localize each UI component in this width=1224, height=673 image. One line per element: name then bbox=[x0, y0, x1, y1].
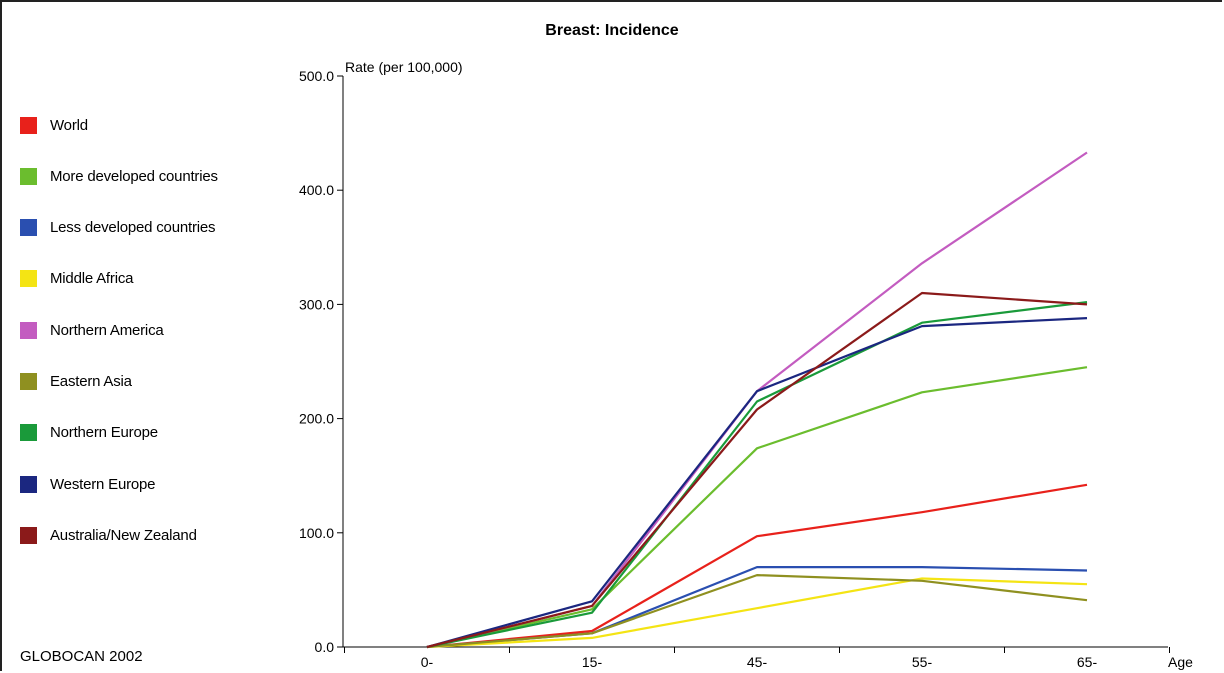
legend-label: Northern Europe bbox=[50, 424, 158, 442]
legend-label: World bbox=[50, 116, 88, 134]
legend-label: Eastern Asia bbox=[50, 373, 132, 390]
legend-label: Less developed countries bbox=[50, 219, 216, 237]
series-line bbox=[426, 366, 1088, 649]
y-tick-label: 100.0 bbox=[299, 525, 334, 541]
series-line bbox=[426, 151, 1088, 649]
legend-label: More developed countries bbox=[50, 167, 218, 185]
legend-label: Northern America bbox=[50, 321, 164, 339]
x-axis-label: Age bbox=[1168, 654, 1193, 670]
y-tick-label: 500.0 bbox=[299, 68, 334, 84]
legend-swatch bbox=[20, 373, 37, 390]
series-line bbox=[426, 483, 1088, 649]
legend-item: Eastern Asia bbox=[20, 371, 280, 393]
legend-swatch bbox=[20, 270, 37, 288]
series-line bbox=[426, 565, 1088, 649]
legend-label: Australia/New Zealand bbox=[50, 526, 197, 544]
x-tick-label: 45- bbox=[747, 654, 768, 670]
y-tick-label: 200.0 bbox=[299, 411, 334, 427]
y-tick-label: 0.0 bbox=[315, 639, 335, 655]
x-tick-label: 65- bbox=[1077, 654, 1098, 670]
x-tick-label: 0- bbox=[421, 654, 434, 670]
legend-swatch bbox=[20, 116, 37, 134]
legend-swatch bbox=[20, 526, 37, 544]
legend-swatch bbox=[20, 475, 37, 493]
legend-item: Less developed countries bbox=[20, 217, 280, 239]
legend-swatch bbox=[20, 167, 37, 185]
legend-item: Northern Europe bbox=[20, 422, 280, 444]
legend-swatch bbox=[20, 321, 37, 339]
chart-title: Breast: Incidence bbox=[545, 22, 679, 39]
legend-item: Middle Africa bbox=[20, 268, 280, 290]
series-line bbox=[426, 577, 1088, 649]
x-tick-label: 55- bbox=[912, 654, 933, 670]
legend-label: Western Europe bbox=[50, 475, 156, 493]
legend-item: More developed countries bbox=[20, 165, 280, 187]
series-line bbox=[426, 573, 1088, 649]
legend-item: World bbox=[20, 114, 280, 136]
legend-swatch bbox=[20, 424, 37, 442]
legend-item: Northern America bbox=[20, 319, 280, 341]
series-line bbox=[426, 317, 1088, 649]
x-tick-label: 15- bbox=[582, 654, 603, 670]
source-note: GLOBOCAN 2002 bbox=[20, 648, 143, 665]
legend-label: Middle Africa bbox=[50, 270, 134, 288]
legend-item: Australia/New Zealand bbox=[20, 524, 280, 546]
series-line bbox=[426, 291, 1088, 649]
series-line bbox=[426, 301, 1088, 649]
legend-item: Western Europe bbox=[20, 473, 280, 495]
y-axis-label: Rate (per 100,000) bbox=[345, 59, 463, 75]
legend-swatch bbox=[20, 219, 37, 237]
y-tick-label: 300.0 bbox=[299, 296, 334, 312]
y-tick-label: 400.0 bbox=[299, 182, 334, 198]
